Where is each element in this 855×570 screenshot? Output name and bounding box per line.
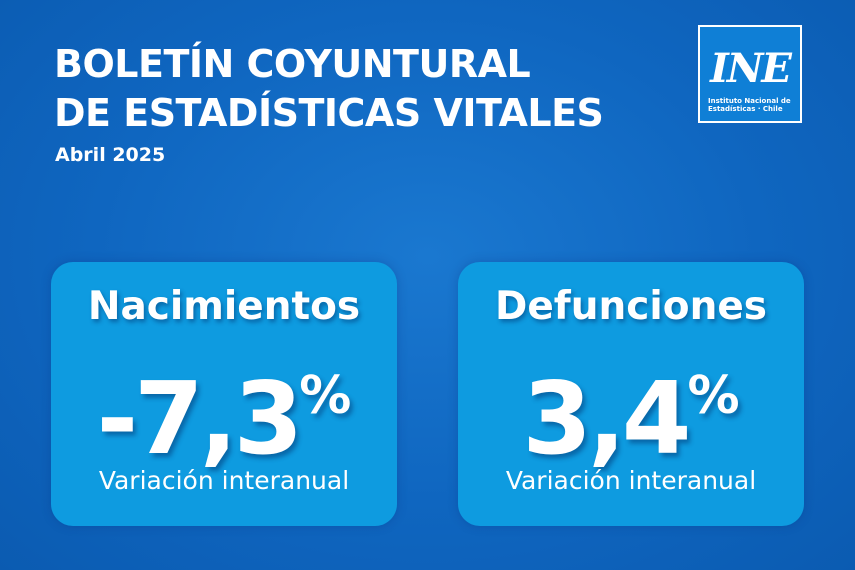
births-percent-sign: % [299,366,352,426]
births-card: Nacimientos -7,3% Variación interanual [51,262,397,526]
deaths-note: Variación interanual [505,466,757,495]
title-line-1: BOLETÍN COYUNTURAL [54,42,531,86]
deaths-label: Defunciones [494,284,768,329]
report-date: Abril 2025 [55,144,166,166]
ine-logo: INE Instituto Nacional de Estadísticas ·… [698,25,802,123]
logo-org-line-1: Instituto Nacional de [708,97,791,105]
births-value: -7,3% [51,336,397,479]
deaths-percent-sign: % [687,366,740,426]
title-line-2: DE ESTADÍSTICAS VITALES [54,91,604,135]
logo-org-line-2: Estadísticas · Chile [708,105,783,113]
deaths-card: Defunciones 3,4% Variación interanual [458,262,804,526]
deaths-value: 3,4% [458,336,804,479]
deaths-value-number: 3,4 [522,360,691,477]
ine-logo-mark: INE [710,45,792,92]
births-note: Variación interanual [98,466,350,495]
births-label: Nacimientos [87,284,361,329]
ine-logo-text: Instituto Nacional de Estadísticas · Chi… [708,97,796,113]
births-value-number: -7,3 [96,360,304,477]
page-title: BOLETÍN COYUNTURAL DE ESTADÍSTICAS VITAL… [54,40,604,138]
